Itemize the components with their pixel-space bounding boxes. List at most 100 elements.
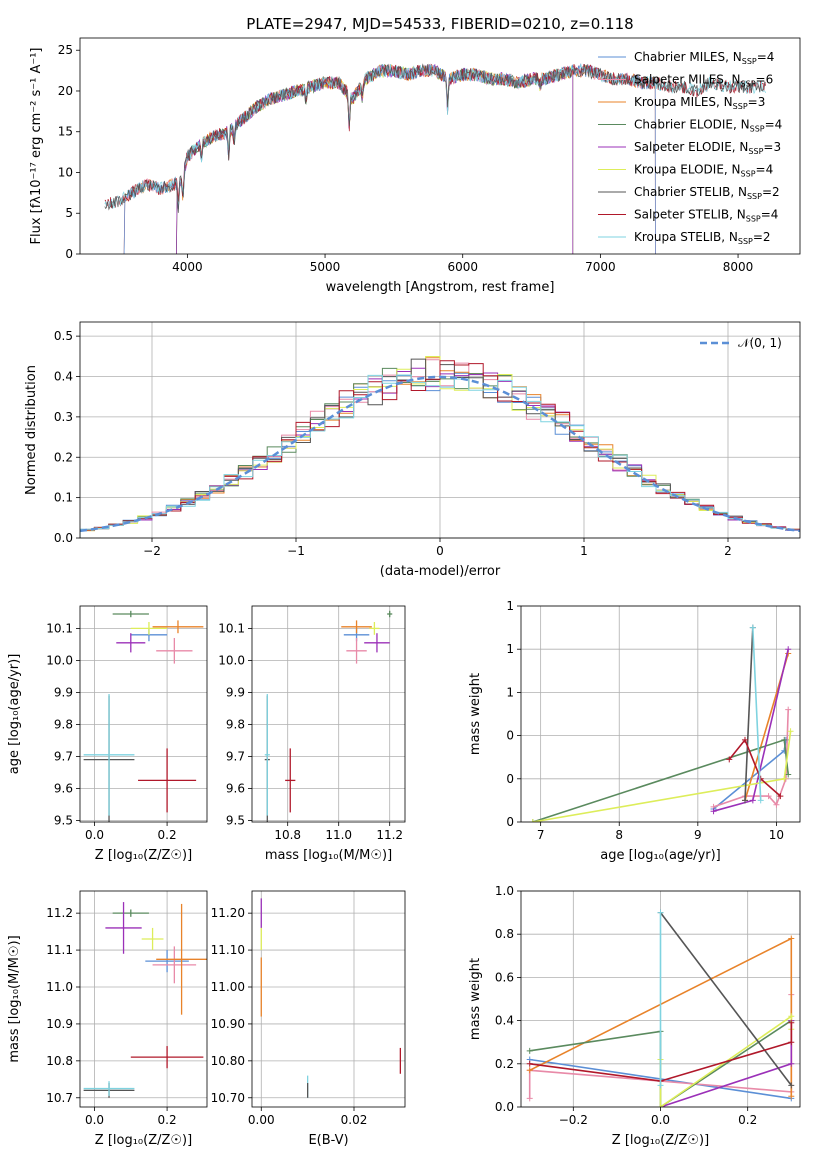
y-tick-label: 10.0 <box>46 653 73 667</box>
y-tick-label: 15 <box>58 125 73 139</box>
x-tick-label: 8 <box>615 828 623 842</box>
y-tick-label: 9.5 <box>54 813 73 827</box>
point-marker <box>788 1093 795 1100</box>
point-marker <box>526 1067 533 1074</box>
x-tick-label: −0.2 <box>559 1113 588 1127</box>
x-axis-label: mass [log₁₀(M/M☉)] <box>265 848 392 863</box>
axes-frame <box>520 605 801 823</box>
y-tick-label: 9.9 <box>226 685 245 699</box>
y-tick-label: 10.90 <box>211 1017 245 1031</box>
x-axis-label: age [log₁₀(age/yr)] <box>600 848 721 863</box>
x-tick-label: 0.2 <box>158 1113 177 1127</box>
legend-label: Chabrier ELODIE, NSSP=4 <box>634 118 782 134</box>
y-tick-label: 9.7 <box>54 749 73 763</box>
y-tick-label: 10.80 <box>211 1054 245 1068</box>
x-tick-label: 0.00 <box>248 1113 275 1127</box>
x-tick-label: 5000 <box>310 260 341 274</box>
y-axis-label: mass [log₁₀(M/M☉)] <box>7 935 22 1062</box>
x-tick-label: 11.0 <box>325 828 352 842</box>
point-marker <box>788 1013 795 1020</box>
y-tick-label: 25 <box>58 43 73 57</box>
x-tick-label: 0.0 <box>85 828 104 842</box>
spectrum-line <box>176 63 574 254</box>
y-tick-label: 0 <box>506 729 514 743</box>
x-axis-label: Z [log₁₀(Z/Z☉)] <box>95 848 192 863</box>
y-tick-label: 0.8 <box>495 927 514 941</box>
point-marker <box>787 728 794 735</box>
spectrum-line <box>176 63 574 254</box>
x-tick-label: 11.2 <box>376 828 403 842</box>
mass-weight-line <box>752 627 762 801</box>
point-marker <box>741 797 748 804</box>
legend-label: Salpeter ELODIE, NSSP=3 <box>634 140 781 156</box>
x-tick-label: 1 <box>580 544 588 558</box>
x-tick-label: 0.0 <box>85 1113 104 1127</box>
point-marker <box>781 736 788 743</box>
point-marker <box>785 771 792 778</box>
point-marker <box>788 1060 795 1067</box>
point-marker <box>710 808 717 815</box>
legend-label: Kroupa MILES, NSSP=3 <box>634 95 765 111</box>
x-tick-label: 8000 <box>723 260 754 274</box>
point-marker <box>657 1104 664 1107</box>
normal-curve <box>79 375 801 533</box>
legend-label: 𝒩(0, 1) <box>738 336 782 350</box>
legend-label: Kroupa STELIB, NSSP=2 <box>634 230 771 246</box>
y-tick-label: 10.70 <box>211 1091 245 1105</box>
legend-label: Kroupa ELODIE, NSSP=4 <box>634 163 773 179</box>
axes-frame <box>79 890 208 1108</box>
mass-weight-line <box>744 627 754 801</box>
x-tick-label: 10 <box>769 828 784 842</box>
y-tick-label: 11.0 <box>46 980 73 994</box>
y-tick-label: 0.4 <box>495 1014 514 1028</box>
point-marker <box>657 909 664 916</box>
point-marker <box>741 736 748 743</box>
point-marker <box>726 756 733 763</box>
y-axis-label: age [log₁₀(age/yr)] <box>7 654 22 775</box>
axes-frame <box>520 890 801 1108</box>
x-axis-label: Z [log₁₀(Z/Z☉)] <box>612 1133 709 1148</box>
y-tick-label: 0.2 <box>495 1057 514 1071</box>
point-marker <box>788 1019 795 1026</box>
x-tick-label: 0 <box>436 544 444 558</box>
y-tick-label: 9.6 <box>226 781 245 795</box>
y-tick-label: 0 <box>506 772 514 786</box>
x-axis-label: E(B-V) <box>308 1133 348 1148</box>
point-marker <box>757 797 764 804</box>
y-tick-label: 0.6 <box>495 970 514 984</box>
point-marker <box>788 935 795 942</box>
y-tick-label: 10 <box>58 165 73 179</box>
spectrum-line <box>176 63 574 254</box>
y-tick-label: 9.6 <box>54 781 73 795</box>
point-marker <box>765 793 772 800</box>
mass-weight-line <box>728 738 781 797</box>
x-tick-label: 2 <box>724 544 732 558</box>
y-tick-label: 0 <box>506 815 514 829</box>
point-marker <box>757 775 764 782</box>
spectrum-line <box>123 63 656 254</box>
point-marker <box>657 1082 664 1089</box>
y-tick-label: 0.3 <box>54 410 73 424</box>
point-marker <box>785 706 792 713</box>
y-axis-label: mass weight <box>468 673 483 755</box>
y-tick-label: 0.1 <box>54 491 73 505</box>
legend-label: Salpeter STELIB, NSSP=4 <box>634 208 778 224</box>
axes-frame <box>79 605 208 823</box>
y-tick-label: 10.0 <box>218 653 245 667</box>
legend-label: Chabrier MILES, NSSP=4 <box>634 50 774 66</box>
y-tick-label: 10.1 <box>218 621 245 635</box>
x-axis-label: (data-model)/error <box>380 564 501 579</box>
x-tick-label: 0.2 <box>738 1113 757 1127</box>
y-tick-label: 9.8 <box>226 717 245 731</box>
y-tick-label: 1 <box>506 685 514 699</box>
x-tick-label: 7 <box>537 828 545 842</box>
point-marker <box>773 801 780 808</box>
mass-weight-line <box>659 912 792 1086</box>
y-tick-label: 0.0 <box>54 531 73 545</box>
y-tick-label: 11.1 <box>46 943 73 957</box>
x-tick-label: 6000 <box>447 260 478 274</box>
axes-frame <box>79 37 801 255</box>
y-tick-label: 9.7 <box>226 749 245 763</box>
y-tick-label: 10.9 <box>46 1017 73 1031</box>
legend-label: Salpeter MILES, NSSP=6 <box>634 73 773 89</box>
